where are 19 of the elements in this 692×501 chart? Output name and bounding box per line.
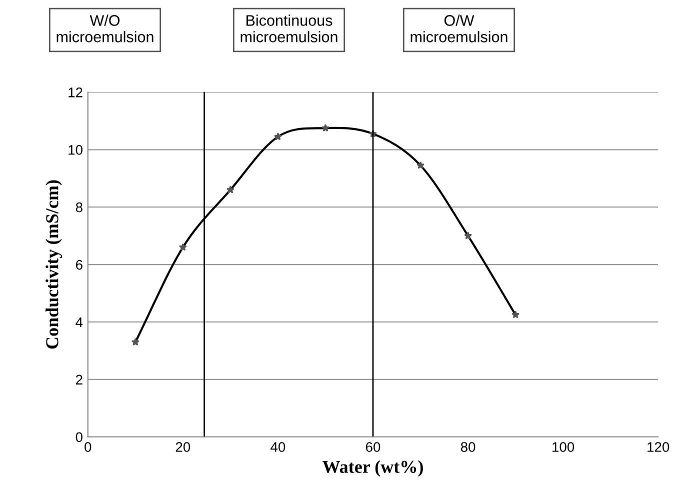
y-tick-label: 6 (76, 260, 82, 270)
x-axis-title: Water (wt%) (322, 460, 423, 477)
y-tick-label: 8 (76, 202, 82, 212)
text: Bicontinuous microemulsion (240, 14, 338, 42)
x-tick-label: 0 (84, 442, 92, 452)
x-tick-label: 20 (176, 442, 190, 452)
x-tick-label: 40 (270, 442, 286, 452)
y-tick-label: 10 (68, 144, 82, 155)
y-axis-title: Conductivity (mS/cm) (46, 180, 62, 349)
x-tick-label: 60 (366, 442, 380, 452)
x-tick-label: 80 (460, 442, 476, 452)
y-tick-label: 12 (68, 88, 82, 98)
y-tick-label: 4 (76, 317, 83, 328)
y-tick-label: 0 (76, 432, 82, 442)
text: W/O microemulsion (56, 14, 154, 42)
y-tick-label: 2 (76, 374, 82, 384)
x-tick-label: 120 (648, 442, 670, 452)
text: O/W microemulsion (410, 14, 508, 42)
x-tick-label: 100 (552, 442, 574, 452)
